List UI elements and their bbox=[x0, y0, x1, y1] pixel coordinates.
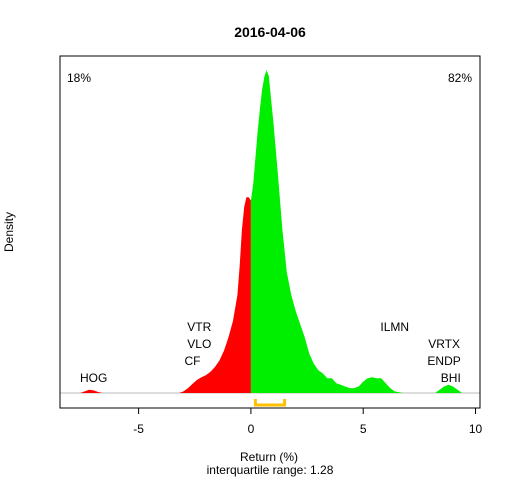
ticker-label: HOG bbox=[80, 371, 107, 385]
x-tick-label: 0 bbox=[248, 422, 255, 436]
negative-return-area bbox=[80, 197, 251, 393]
iqr-subtitle: interquartile range: 1.28 bbox=[207, 463, 334, 477]
x-tick-label: -5 bbox=[133, 422, 144, 436]
ticker-label: VRTX bbox=[428, 337, 460, 351]
plot-frame bbox=[59, 55, 481, 409]
positive-return-area bbox=[250, 70, 462, 393]
ticker-label: ILMN bbox=[380, 320, 409, 334]
negative-share-label: 18% bbox=[67, 71, 91, 85]
iqr-bracket bbox=[253, 399, 287, 407]
ticker-label: ENDP bbox=[427, 354, 460, 368]
plot-area: -5 0 5 10 HOG VTR VLO CF ILMN VRTX ENDP BHI bbox=[59, 55, 483, 436]
x-tick-label: 10 bbox=[469, 422, 483, 436]
ticker-label: BHI bbox=[441, 371, 461, 385]
positive-share-label: 82% bbox=[448, 71, 472, 85]
ticker-label: CF bbox=[185, 354, 201, 368]
ticker-label: VLO bbox=[187, 337, 211, 351]
chart-title: 2016-04-06 bbox=[234, 24, 306, 40]
y-axis-label: Density bbox=[2, 212, 16, 252]
x-tick-label: 5 bbox=[360, 422, 367, 436]
ticker-label: VTR bbox=[187, 320, 211, 334]
x-axis-label: Return (%) bbox=[240, 450, 298, 464]
